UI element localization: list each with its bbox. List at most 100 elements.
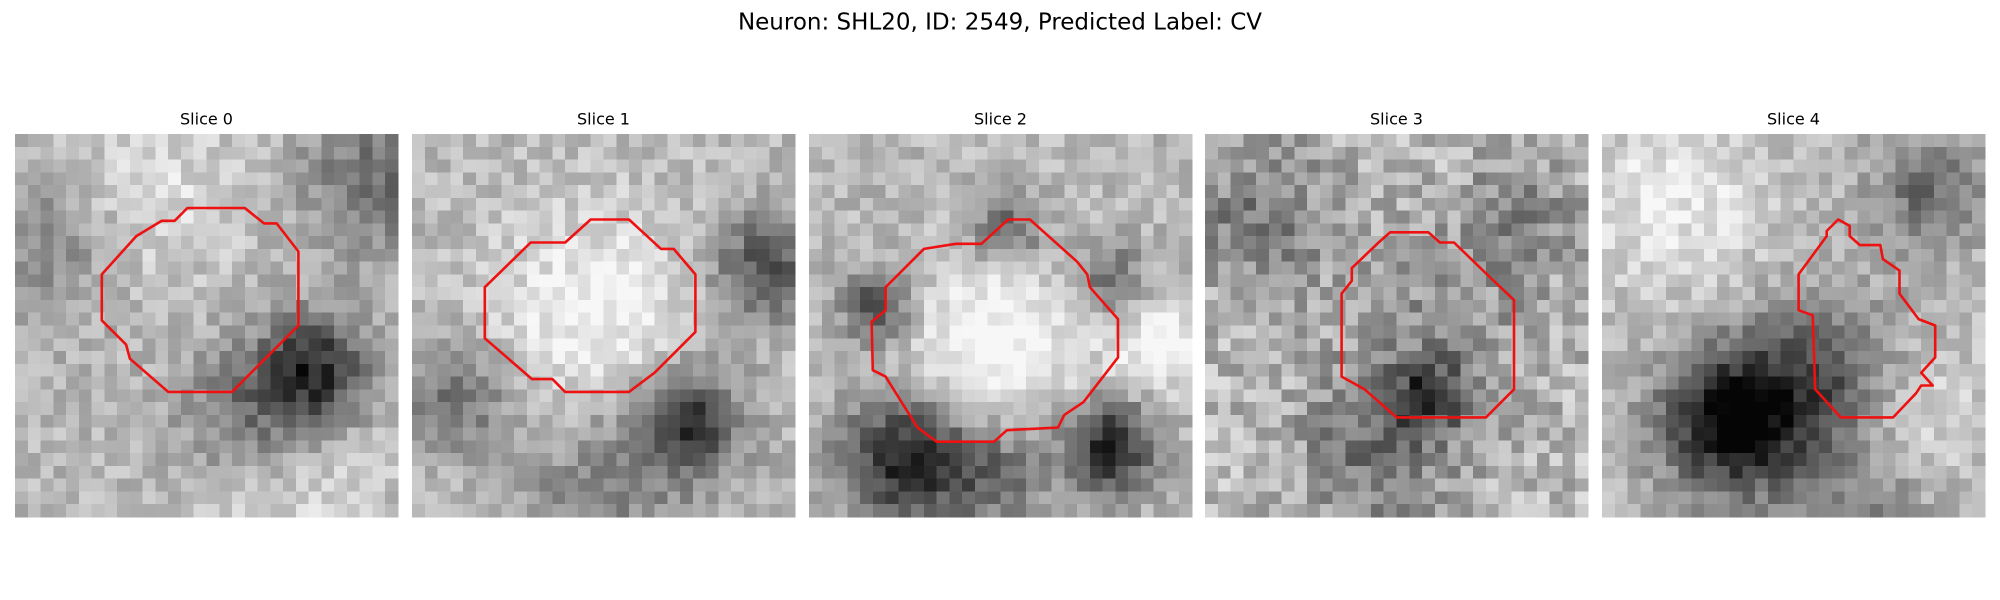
pixel [898,338,912,352]
pixel [142,491,156,505]
pixel [40,185,54,199]
pixel [514,504,528,518]
pixel [1102,287,1116,301]
pixel [1268,210,1282,224]
pixel [91,134,105,148]
pixel [616,146,630,160]
pixel [1678,376,1692,390]
pixel [860,236,874,250]
pixel [27,351,41,365]
pixel [1358,261,1372,275]
pixel [1640,236,1654,250]
pixel [1370,159,1385,173]
pixel [1396,440,1410,454]
pixel [424,504,438,518]
pixel [1243,223,1257,237]
pixel [1409,389,1423,403]
pixel [847,261,861,275]
pixel [117,210,131,224]
pixel [667,172,681,186]
pixel [1319,146,1333,160]
pixel [1038,427,1052,441]
pixel [987,478,1001,492]
pixel [1959,414,1973,428]
pixel [1665,261,1679,275]
pixel [1780,389,1794,403]
pixel [821,491,835,505]
pixel [1370,351,1385,365]
pixel [66,376,80,390]
pixel [91,223,105,237]
pixel [1780,146,1794,160]
pixel [1908,338,1922,352]
pixel [1153,287,1167,301]
pixel [155,325,169,339]
pixel [1319,223,1333,237]
pixel [1370,325,1385,339]
pixel [1627,312,1641,326]
pixel [1115,248,1129,262]
pixel [53,248,67,262]
pixel [372,465,386,479]
pixel [1536,261,1550,275]
pixel [1294,299,1308,314]
pixel [1026,491,1040,505]
pixel [1064,274,1078,288]
pixel [1908,491,1922,505]
pixel [1434,312,1448,326]
pixel [27,299,41,314]
pixel [1921,274,1935,288]
pixel [219,274,233,288]
pixel [1498,453,1512,467]
pixel [283,287,297,301]
pixel [1332,223,1346,237]
pixel [641,134,655,148]
pixel [1704,325,1718,339]
pixel [1485,261,1499,275]
pixel [155,351,169,365]
pixel [1704,453,1718,467]
pixel [1422,465,1436,479]
pixel [219,299,233,314]
pixel [488,287,502,301]
pixel [1562,338,1576,352]
pixel [412,363,426,377]
pixel [1230,210,1244,224]
pixel [206,248,220,262]
pixel [1614,134,1628,148]
pixel [437,172,451,186]
pixel [91,504,105,518]
pixel [334,159,348,173]
pixel [1665,274,1679,288]
pixel [501,210,515,224]
pixel [809,465,823,479]
pixel [129,376,143,390]
pixel [1972,146,1986,160]
pixel [1678,159,1692,173]
pixel [1422,210,1436,224]
pixel [923,414,937,428]
pixel [1665,299,1679,314]
pixel [66,351,80,365]
pixel [936,491,950,505]
pixel [206,172,220,186]
pixel [308,440,322,454]
pixel [526,363,540,377]
pixel [667,197,681,211]
pixel [514,185,528,199]
pixel [743,325,757,339]
pixel [756,299,770,314]
pixel [232,299,246,314]
pixel [1307,223,1321,237]
pixel [1767,402,1782,416]
pixel [667,427,681,441]
pixel [756,414,770,428]
pixel [1013,248,1027,262]
pixel [1051,376,1065,390]
pixel [1946,248,1960,262]
pixel [1396,146,1410,160]
pixel [731,414,745,428]
pixel [1511,478,1525,492]
pixel [1819,440,1833,454]
pixel [308,427,322,441]
